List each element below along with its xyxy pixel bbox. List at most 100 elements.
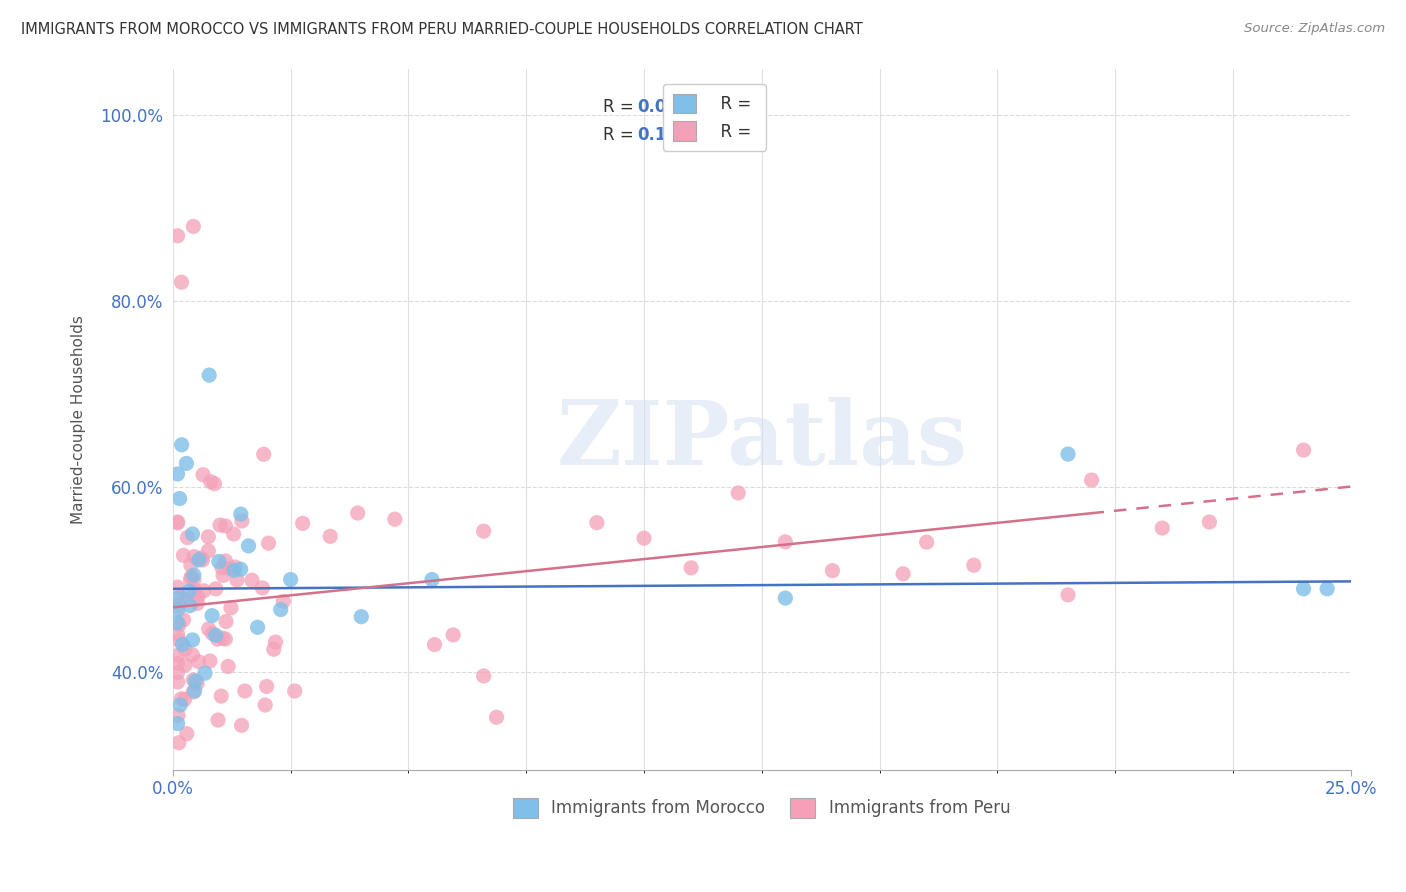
Point <box>166 599 188 613</box>
Point <box>224 560 246 574</box>
Point <box>229 507 252 521</box>
Point <box>204 628 226 642</box>
Point <box>633 531 655 545</box>
Point <box>191 467 214 482</box>
Point <box>211 631 233 645</box>
Point <box>263 642 285 657</box>
Point <box>197 530 219 544</box>
Point <box>166 516 188 530</box>
Point <box>1057 447 1080 461</box>
Point <box>254 698 277 712</box>
Point <box>183 549 205 564</box>
Point <box>167 617 190 632</box>
Point <box>284 684 307 698</box>
Point <box>172 638 194 652</box>
Point <box>775 534 797 549</box>
Point <box>233 684 256 698</box>
Text: 104: 104 <box>727 126 761 145</box>
Point <box>218 561 240 575</box>
Point <box>170 591 193 605</box>
Point <box>915 535 938 549</box>
Point <box>184 583 207 598</box>
Point <box>187 553 209 567</box>
Point <box>170 438 193 452</box>
Point <box>423 638 446 652</box>
Point <box>173 692 195 706</box>
Point <box>240 573 263 587</box>
Point <box>346 506 368 520</box>
Point <box>257 536 280 550</box>
Point <box>472 669 495 683</box>
Point <box>166 580 188 594</box>
Point <box>166 627 188 641</box>
Point <box>1292 582 1315 596</box>
Point <box>222 563 245 577</box>
Point <box>183 684 205 698</box>
Point <box>166 675 188 690</box>
Point <box>264 635 287 649</box>
Point <box>217 659 239 673</box>
Point <box>176 726 198 740</box>
Point <box>186 596 208 610</box>
Point <box>775 591 797 606</box>
Point <box>1057 588 1080 602</box>
Point <box>166 515 188 529</box>
Point <box>963 558 986 573</box>
Point <box>209 689 232 703</box>
Point <box>1292 443 1315 458</box>
Point <box>191 553 214 567</box>
Point <box>198 368 221 383</box>
Point <box>166 648 188 663</box>
Text: N =: N = <box>695 98 731 116</box>
Point <box>181 648 204 662</box>
Text: R =: R = <box>603 126 638 145</box>
Point <box>197 622 219 636</box>
Point <box>167 708 190 723</box>
Point <box>166 603 188 617</box>
Point <box>207 713 229 727</box>
Point <box>727 486 749 500</box>
Point <box>229 562 252 576</box>
Point <box>172 549 194 563</box>
Point <box>420 573 443 587</box>
Point <box>207 632 229 647</box>
Point <box>214 632 236 646</box>
Point <box>219 600 242 615</box>
Point <box>180 570 202 584</box>
Point <box>586 516 609 530</box>
Point <box>187 655 209 669</box>
Point <box>166 665 188 680</box>
Point <box>190 551 212 566</box>
Point <box>1080 473 1102 487</box>
Point <box>208 518 231 533</box>
Point <box>184 673 207 688</box>
Point <box>174 658 197 673</box>
Point <box>166 615 188 630</box>
Y-axis label: Married-couple Households: Married-couple Households <box>72 315 86 524</box>
Point <box>256 679 278 693</box>
Point <box>1316 582 1339 596</box>
Point <box>173 613 195 627</box>
Point <box>273 594 295 608</box>
Point <box>170 275 193 289</box>
Text: R =: R = <box>603 98 638 116</box>
Point <box>169 698 191 712</box>
Point <box>211 561 233 575</box>
Point <box>183 573 205 587</box>
Point <box>169 491 191 506</box>
Point <box>193 583 215 598</box>
Point <box>174 642 197 657</box>
Point <box>181 632 204 647</box>
Point <box>472 524 495 538</box>
Point <box>194 666 217 681</box>
Point <box>891 566 914 581</box>
Point <box>231 514 253 528</box>
Point <box>201 626 224 640</box>
Point <box>187 590 209 604</box>
Point <box>174 593 197 607</box>
Point <box>485 710 508 724</box>
Point <box>350 609 373 624</box>
Point <box>204 476 226 491</box>
Legend: Immigrants from Morocco, Immigrants from Peru: Immigrants from Morocco, Immigrants from… <box>506 791 1017 825</box>
Point <box>214 554 236 568</box>
